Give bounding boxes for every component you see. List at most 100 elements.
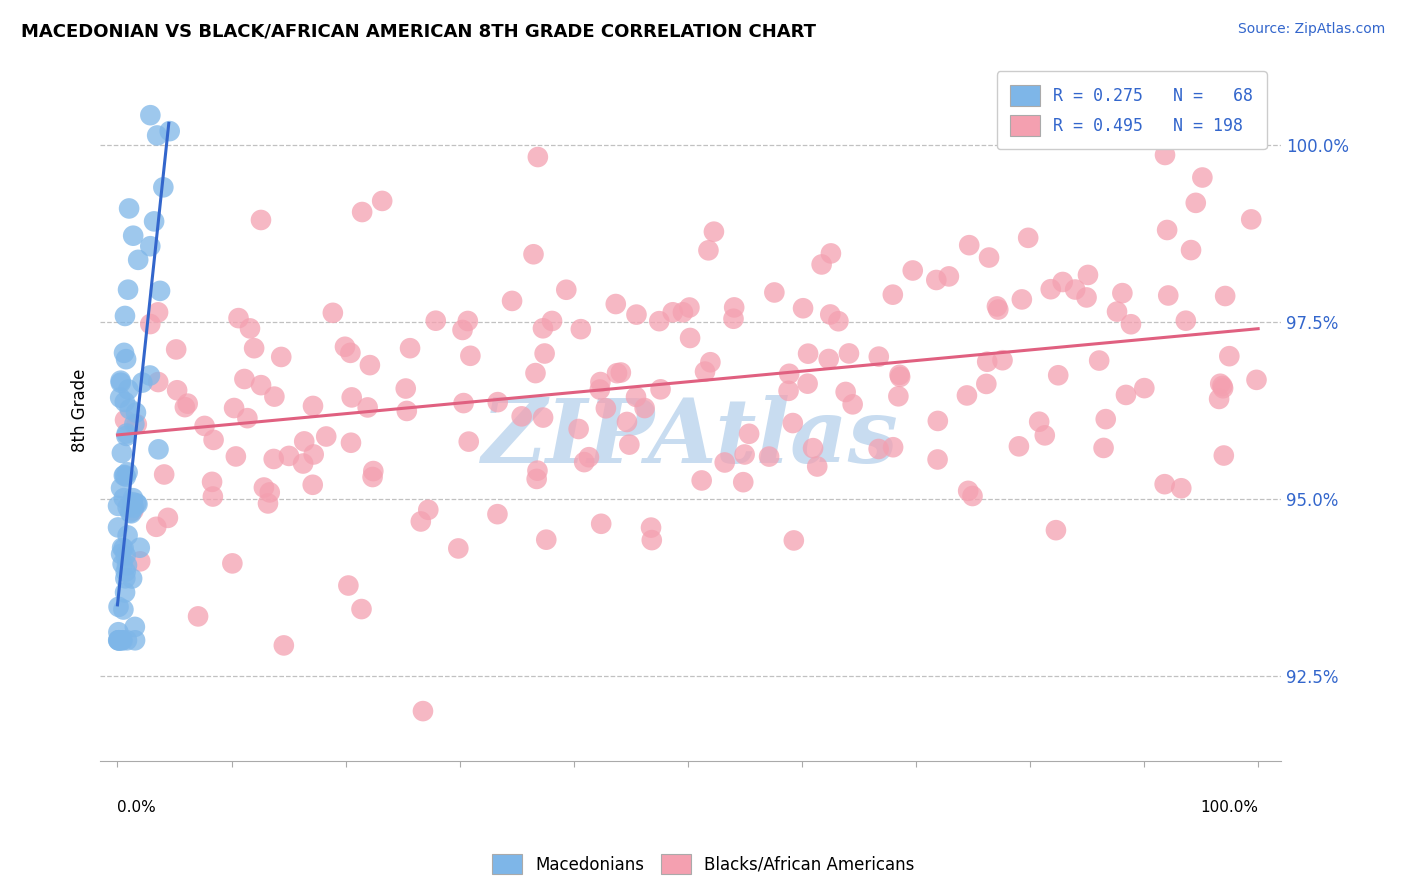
Point (187, 609, 209, 624)
Point (412, 704, 434, 718)
Point (340, 435, 363, 450)
Point (555, 283, 578, 297)
Point (1184, 195, 1206, 210)
Point (108, 391, 131, 405)
Point (569, 322, 592, 336)
Point (118, 202, 141, 216)
Point (801, 441, 824, 455)
Point (107, 520, 129, 534)
Point (820, 246, 842, 260)
Point (578, 450, 600, 465)
Point (127, 252, 149, 267)
Point (1156, 223, 1178, 237)
Point (976, 376, 998, 391)
Point (610, 366, 633, 380)
Point (957, 483, 980, 498)
Point (797, 346, 820, 360)
Point (107, 633, 129, 648)
Point (425, 314, 447, 328)
Point (1240, 212, 1263, 227)
Point (111, 541, 134, 555)
Point (589, 375, 612, 389)
Point (723, 301, 745, 315)
Point (1115, 388, 1137, 402)
Point (270, 350, 292, 364)
Point (125, 496, 148, 510)
Point (114, 549, 136, 563)
Point (1076, 290, 1098, 304)
Point (976, 355, 998, 369)
Point (107, 499, 129, 513)
Point (624, 390, 647, 404)
Point (121, 572, 143, 586)
Point (115, 426, 138, 441)
Point (340, 391, 363, 405)
Point (139, 317, 162, 331)
Point (263, 390, 285, 404)
Point (194, 418, 217, 433)
Point (333, 340, 356, 354)
Point (882, 440, 904, 454)
Point (115, 558, 138, 573)
Point (173, 400, 195, 414)
Point (641, 533, 664, 547)
Point (139, 368, 162, 383)
Point (322, 306, 344, 320)
Point (201, 475, 224, 489)
Point (107, 633, 129, 648)
Point (110, 547, 132, 561)
Point (117, 283, 139, 297)
Point (302, 447, 325, 461)
Point (111, 557, 134, 571)
Point (122, 491, 145, 506)
Point (339, 346, 361, 360)
Point (363, 464, 385, 478)
Point (395, 404, 418, 418)
Point (176, 397, 198, 411)
Point (1133, 381, 1156, 395)
Point (361, 470, 384, 484)
Point (253, 481, 276, 495)
Point (457, 434, 479, 449)
Point (1212, 381, 1234, 395)
Point (648, 314, 671, 328)
Text: MACEDONIAN VS BLACK/AFRICAN AMERICAN 8TH GRADE CORRELATION CHART: MACEDONIAN VS BLACK/AFRICAN AMERICAN 8TH… (21, 22, 815, 40)
Point (820, 308, 842, 322)
Point (156, 511, 179, 525)
Point (201, 490, 224, 504)
Point (112, 346, 135, 360)
Point (806, 459, 828, 474)
Point (125, 406, 148, 420)
Point (723, 311, 745, 326)
Point (447, 541, 470, 556)
Point (526, 464, 548, 478)
Point (1045, 523, 1067, 537)
Point (1011, 293, 1033, 307)
Point (114, 571, 136, 585)
Point (111, 633, 134, 648)
Point (222, 401, 245, 415)
Point (117, 528, 139, 542)
Point (228, 311, 250, 326)
Point (146, 305, 169, 319)
Point (165, 343, 187, 357)
Point (817, 351, 839, 366)
Point (112, 541, 135, 556)
Point (122, 228, 145, 243)
Point (640, 520, 662, 534)
Point (783, 533, 806, 548)
Point (301, 477, 323, 491)
Point (796, 376, 818, 391)
Point (399, 341, 422, 355)
Point (1017, 231, 1039, 245)
Point (987, 302, 1010, 317)
Point (734, 448, 756, 462)
Point (202, 433, 225, 447)
Point (1154, 148, 1177, 162)
Point (977, 251, 1000, 265)
Point (1211, 379, 1233, 393)
Point (713, 455, 735, 469)
Point (239, 321, 262, 335)
Point (1180, 243, 1202, 257)
Point (778, 367, 800, 381)
